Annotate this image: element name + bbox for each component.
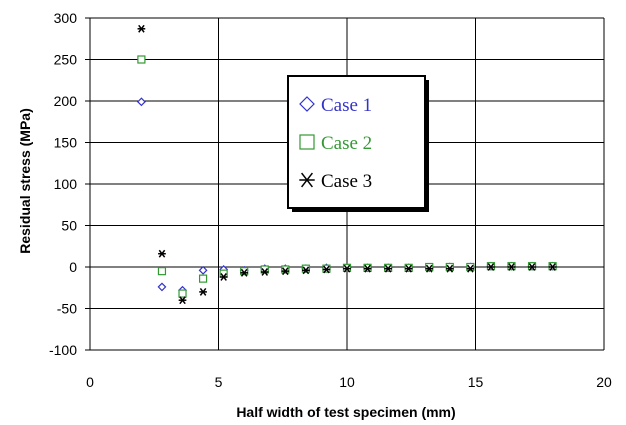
data-point-case-2 bbox=[301, 264, 310, 273]
data-point-case-3 bbox=[281, 267, 290, 276]
x-tick-labels: 0 5 10 15 20 bbox=[86, 374, 612, 390]
data-point-case-3 bbox=[178, 296, 187, 305]
data-point-case-3 bbox=[487, 263, 495, 271]
y-tick-labels: -100 -50 0 50 100 150 200 250 300 bbox=[49, 10, 77, 358]
data-point-case-2 bbox=[425, 262, 434, 272]
legend-entry-case-2: Case 2 bbox=[299, 133, 372, 154]
data-point-case-2 bbox=[178, 289, 187, 298]
y-tick-label: 200 bbox=[54, 93, 78, 109]
data-point-case-3 bbox=[425, 264, 434, 273]
data-point-case-3 bbox=[322, 265, 331, 274]
y-tick-label: 300 bbox=[54, 10, 78, 26]
y-axis-title: Residual stress (MPa) bbox=[17, 108, 33, 254]
data-point-case-3 bbox=[404, 264, 413, 273]
x-tick-label: 10 bbox=[339, 374, 355, 390]
data-point-case-3 bbox=[343, 264, 351, 273]
data-point-case-2 bbox=[240, 267, 249, 276]
x-tick-label: 15 bbox=[468, 374, 484, 390]
legend-entry-case-1: Case 1 bbox=[299, 95, 372, 116]
y-tick-label: 50 bbox=[61, 218, 77, 234]
legend-label-case-1: Case 1 bbox=[321, 95, 372, 116]
data-point-case-3 bbox=[384, 264, 392, 273]
data-points bbox=[136, 24, 558, 305]
data-point-case-3 bbox=[260, 268, 269, 276]
data-point-case-2 bbox=[281, 265, 290, 274]
data-point-case-3 bbox=[137, 24, 146, 33]
data-point-case-1 bbox=[136, 97, 146, 107]
data-point-case-3 bbox=[507, 263, 516, 271]
data-point-case-1 bbox=[198, 265, 208, 275]
x-tick-label: 5 bbox=[215, 374, 223, 390]
x-tick-label: 0 bbox=[86, 374, 94, 390]
y-tick-label: 0 bbox=[69, 259, 77, 275]
x-axis-title: Half width of test specimen (mm) bbox=[236, 404, 455, 420]
data-point-case-2 bbox=[445, 262, 454, 272]
data-point-case-3 bbox=[240, 268, 249, 277]
data-point-case-3 bbox=[199, 287, 207, 296]
data-point-case-3 bbox=[548, 263, 557, 271]
y-tick-label: -100 bbox=[49, 342, 77, 358]
legend-marker-case-3 bbox=[299, 172, 315, 188]
data-point-case-3 bbox=[302, 266, 310, 275]
data-point-case-2 bbox=[137, 55, 146, 64]
data-point-case-3 bbox=[219, 273, 228, 281]
data-point-case-2 bbox=[198, 274, 208, 283]
x-tick-label: 20 bbox=[596, 374, 612, 390]
data-point-case-3 bbox=[528, 263, 536, 271]
data-point-case-3 bbox=[445, 264, 454, 273]
data-point-case-3 bbox=[466, 264, 475, 273]
data-point-case-3 bbox=[363, 264, 372, 273]
y-tick-label: 150 bbox=[54, 135, 78, 151]
legend-label-case-2: Case 2 bbox=[321, 133, 372, 154]
legend-label-case-3: Case 3 bbox=[321, 171, 372, 192]
y-tick-label: -50 bbox=[57, 301, 77, 317]
legend-entry-case-3: Case 3 bbox=[299, 171, 372, 192]
legend-marker-case-2 bbox=[299, 134, 315, 150]
legend-marker-case-1 bbox=[299, 96, 315, 112]
y-tick-label: 250 bbox=[54, 52, 78, 68]
legend: Case 1 Case 2 Case 3 bbox=[287, 75, 429, 212]
y-tick-label: 100 bbox=[54, 176, 78, 192]
data-point-case-2 bbox=[466, 262, 475, 272]
data-point-case-3 bbox=[158, 249, 166, 258]
data-point-case-2 bbox=[157, 267, 167, 276]
data-point-case-1 bbox=[157, 282, 167, 292]
